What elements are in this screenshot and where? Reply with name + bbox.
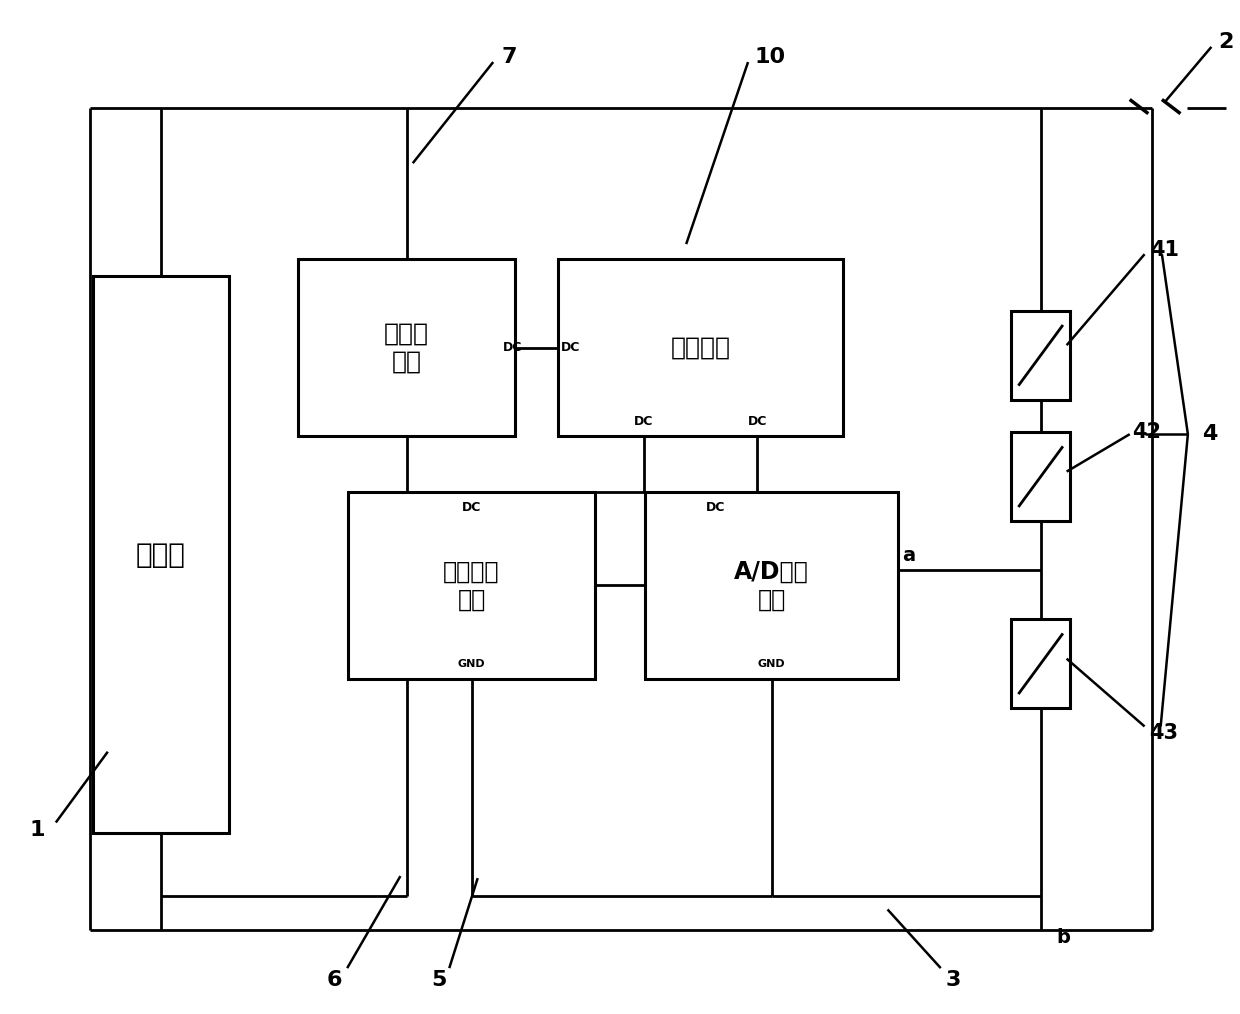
Text: 4: 4 (1203, 424, 1218, 444)
FancyBboxPatch shape (645, 492, 898, 679)
Text: DC: DC (706, 501, 725, 513)
Text: 10: 10 (755, 47, 786, 67)
Bar (1011, 311, 1070, 400)
FancyBboxPatch shape (299, 260, 515, 436)
Text: GND: GND (458, 659, 485, 669)
Text: DC: DC (748, 415, 768, 428)
Text: DC: DC (461, 501, 481, 513)
Text: DC: DC (560, 342, 580, 354)
Text: 3: 3 (945, 970, 961, 991)
Text: b: b (1056, 928, 1070, 947)
FancyBboxPatch shape (347, 492, 595, 679)
Text: 6: 6 (327, 970, 342, 991)
Text: 43: 43 (1148, 723, 1178, 742)
Text: GND: GND (758, 659, 785, 669)
Text: 2: 2 (1219, 31, 1234, 52)
Text: 1: 1 (30, 819, 45, 840)
FancyBboxPatch shape (558, 260, 843, 436)
Bar (1011, 432, 1070, 521)
Bar (1011, 620, 1070, 708)
Text: 隔离电源: 隔离电源 (671, 336, 730, 360)
Text: 隔离通信
单元: 隔离通信 单元 (443, 560, 500, 611)
FancyBboxPatch shape (93, 277, 229, 832)
Text: 7: 7 (501, 47, 517, 67)
Text: 5: 5 (432, 970, 448, 991)
Text: 微控制
单元: 微控制 单元 (384, 321, 429, 373)
Text: 42: 42 (1132, 422, 1162, 442)
Text: 电池组: 电池组 (136, 540, 186, 569)
Text: DC: DC (634, 415, 653, 428)
Text: A/D转换
单元: A/D转换 单元 (734, 560, 808, 611)
Text: 41: 41 (1149, 240, 1179, 261)
Text: DC: DC (502, 342, 522, 354)
Text: a: a (901, 546, 915, 565)
